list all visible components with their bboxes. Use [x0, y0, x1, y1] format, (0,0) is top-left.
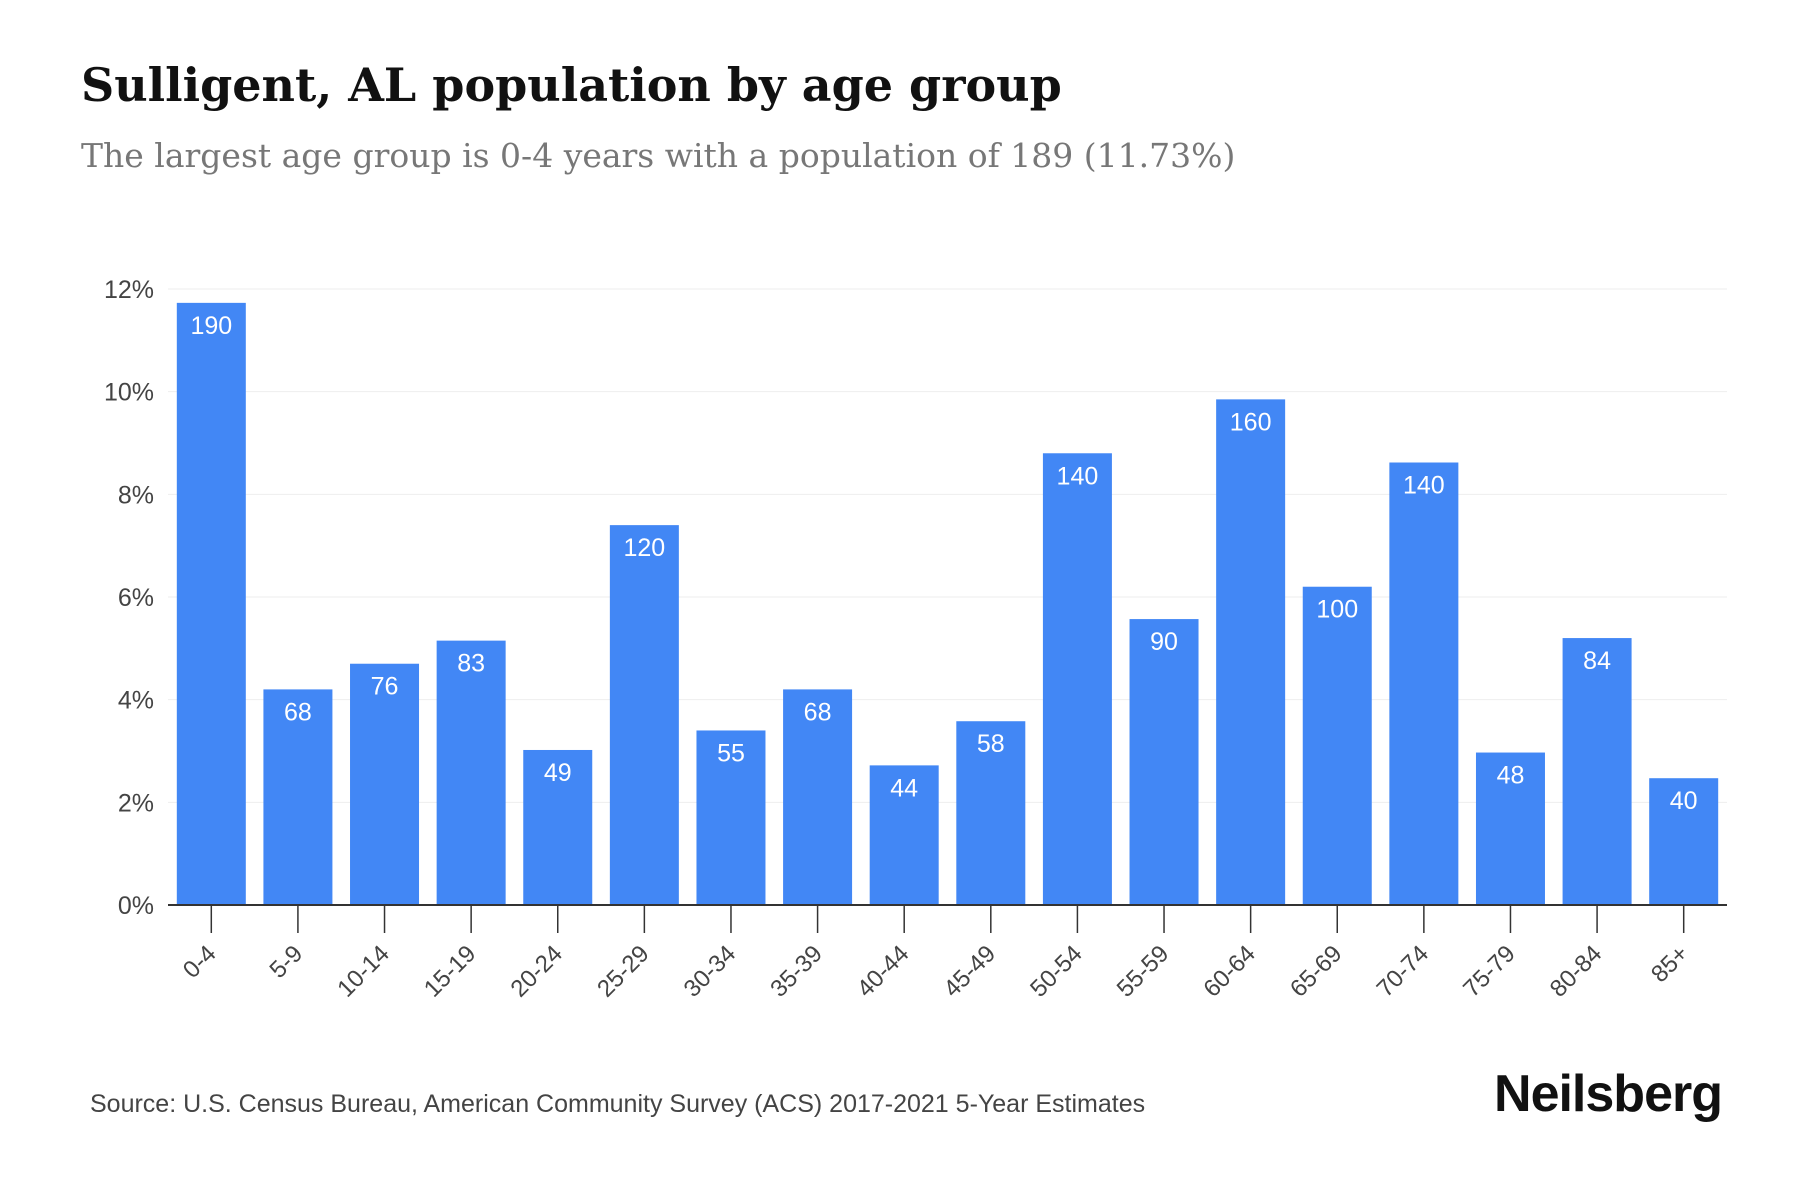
bar [1302, 586, 1372, 905]
bar [609, 525, 679, 905]
data-label: 100 [1316, 596, 1358, 624]
x-tick-label: 55-59 [1112, 940, 1175, 1003]
brand-logo: Neilsberg [1494, 1065, 1723, 1123]
bar [436, 640, 506, 905]
bar [869, 765, 939, 905]
x-tick-label: 35-39 [765, 940, 828, 1003]
y-tick-label: 12% [104, 276, 154, 304]
bar [1475, 752, 1545, 905]
data-label: 190 [190, 312, 232, 340]
x-tick-label: 80-84 [1545, 940, 1608, 1003]
data-label: 44 [890, 774, 918, 802]
bar [956, 721, 1026, 905]
x-tick-label: 15-19 [419, 940, 482, 1003]
bar [1389, 462, 1459, 905]
data-label: 140 [1057, 462, 1099, 490]
data-label: 68 [284, 698, 312, 726]
data-label: 58 [977, 730, 1005, 758]
y-tick-label: 10% [104, 379, 154, 407]
bar [1216, 399, 1286, 905]
data-label: 40 [1670, 787, 1698, 815]
data-label: 120 [624, 534, 666, 562]
data-label: 49 [544, 759, 572, 787]
y-tick-label: 4% [118, 687, 154, 715]
x-tick-label: 70-74 [1372, 940, 1435, 1003]
bar [1649, 778, 1719, 905]
data-label: 55 [717, 739, 745, 767]
x-tick-label: 5-9 [265, 940, 309, 984]
data-label: 160 [1230, 408, 1272, 436]
x-tick-label: 40-44 [852, 940, 915, 1003]
bar [1042, 453, 1112, 905]
x-tick-label: 50-54 [1025, 940, 1088, 1003]
y-tick-label: 6% [118, 584, 154, 612]
bar [523, 749, 593, 905]
y-tick-label: 8% [118, 481, 154, 509]
source-note: Source: U.S. Census Bureau, American Com… [90, 1090, 1146, 1118]
chart-title: Sulligent, AL population by age group [81, 58, 1062, 112]
x-tick-label: 60-64 [1198, 940, 1261, 1003]
bar [263, 689, 333, 905]
x-tick-label: 10-14 [332, 940, 395, 1003]
x-tick-label: 65-69 [1285, 940, 1348, 1003]
data-label: 68 [804, 698, 832, 726]
data-label: 90 [1150, 628, 1178, 656]
data-label: 140 [1403, 472, 1445, 500]
x-tick-label: 75-79 [1458, 940, 1521, 1003]
chart-subtitle: The largest age group is 0-4 years with … [81, 136, 1236, 175]
x-tick-label: 25-29 [592, 940, 655, 1003]
x-tick-label: 45-49 [939, 940, 1002, 1003]
bar [176, 302, 246, 905]
data-label: 76 [371, 673, 399, 701]
x-tick-label: 85+ [1646, 940, 1694, 988]
data-label: 83 [457, 650, 485, 678]
x-tick-label: 20-24 [505, 940, 568, 1003]
bar [1562, 638, 1632, 905]
data-label: 48 [1497, 762, 1525, 790]
x-tick-label: 0-4 [178, 940, 222, 984]
y-tick-label: 2% [118, 789, 154, 817]
data-label: 84 [1583, 647, 1611, 675]
x-tick-label: 30-34 [679, 940, 742, 1003]
bar [350, 663, 420, 905]
bar [696, 730, 766, 905]
bar [783, 689, 853, 905]
bar [1129, 619, 1199, 905]
y-tick-label: 0% [118, 892, 154, 920]
